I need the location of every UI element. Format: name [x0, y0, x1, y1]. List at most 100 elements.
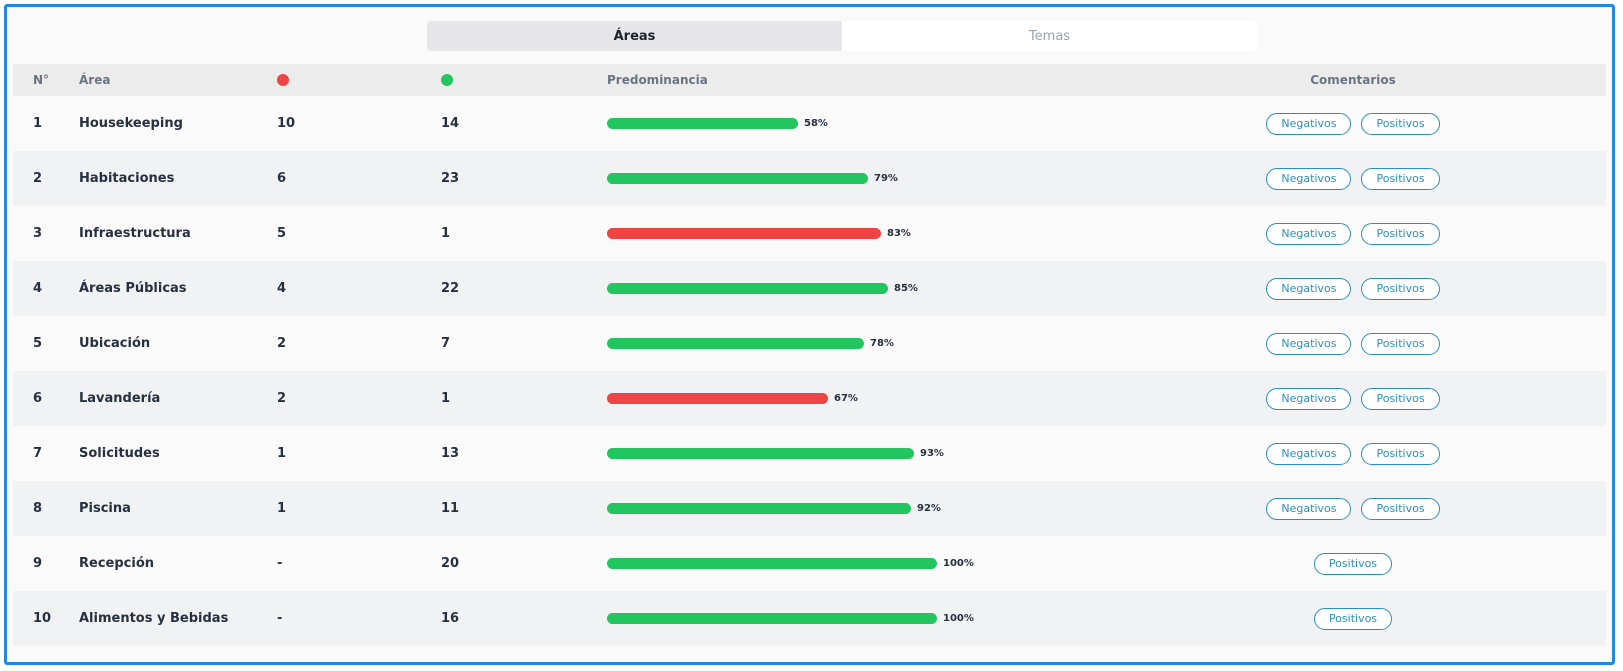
row-area: Habitaciones	[79, 171, 175, 186]
row-predominance: 100%	[607, 536, 1167, 591]
predominance-bar	[607, 173, 868, 184]
row-predominance: 100%	[607, 591, 1167, 646]
areas-table: N° Área Predominancia Comentarios 1 House…	[13, 64, 1606, 646]
predominance-percent: 78%	[870, 338, 894, 349]
row-comments: Negativos Positivos	[1193, 426, 1513, 481]
negative-comments-button[interactable]: Negativos	[1266, 277, 1352, 300]
tab-areas[interactable]: Áreas	[427, 21, 842, 51]
table-row: 9 Recepción - 20 100% Positivos	[13, 536, 1606, 591]
row-positive-count: 16	[441, 611, 460, 626]
row-comments: Negativos Positivos	[1193, 316, 1513, 371]
positive-comments-button[interactable]: Positivos	[1361, 387, 1440, 410]
row-comments: Negativos Positivos	[1193, 481, 1513, 536]
row-number: 1	[33, 116, 43, 131]
tab-temas[interactable]: Temas	[842, 21, 1257, 51]
negative-comments-button[interactable]: Negativos	[1266, 222, 1352, 245]
row-comments: Negativos Positivos	[1193, 151, 1513, 206]
table-row: 1 Housekeeping 10 14 58% Negativos Positivos	[13, 96, 1606, 151]
predominance-percent: 100%	[943, 613, 974, 624]
predominance-bar	[607, 338, 864, 349]
header-num: N°	[33, 73, 50, 87]
table-row: 8 Piscina 1 11 92% Negativos Positivos	[13, 481, 1606, 536]
negative-comments-button[interactable]: Negativos	[1266, 167, 1352, 190]
positive-comments-button[interactable]: Positivos	[1313, 607, 1393, 630]
row-comments: Negativos Positivos	[1193, 96, 1513, 151]
row-area: Áreas Públicas	[79, 281, 187, 296]
row-positive-count: 13	[441, 446, 460, 461]
predominance-bar	[607, 503, 911, 514]
row-negative-count: 2	[277, 336, 287, 351]
row-predominance: 85%	[607, 261, 1167, 316]
row-number: 8	[33, 501, 43, 516]
predominance-percent: 83%	[887, 228, 911, 239]
row-positive-count: 22	[441, 281, 460, 296]
predominance-percent: 85%	[894, 283, 918, 294]
row-predominance: 83%	[607, 206, 1167, 261]
row-comments: Negativos Positivos	[1193, 206, 1513, 261]
positive-comments-button[interactable]: Positivos	[1313, 552, 1393, 575]
table-row: 3 Infraestructura 5 1 83% Negativos Positivos	[13, 206, 1606, 261]
predominance-bar	[607, 613, 937, 624]
predominance-bar	[607, 448, 914, 459]
predominance-percent: 67%	[834, 393, 858, 404]
positive-comments-button[interactable]: Positivos	[1361, 277, 1440, 300]
header-predominance: Predominancia	[607, 73, 708, 87]
header-negative	[277, 64, 377, 96]
row-area: Recepción	[79, 556, 155, 571]
negative-comments-button[interactable]: Negativos	[1266, 112, 1352, 135]
table-row: 5 Ubicación 2 7 78% Negativos Positivos	[13, 316, 1606, 371]
row-positive-count: 20	[441, 556, 460, 571]
row-number: 6	[33, 391, 43, 406]
negative-comments-button[interactable]: Negativos	[1266, 497, 1352, 520]
row-number: 2	[33, 171, 43, 186]
row-negative-count: -	[277, 611, 283, 626]
header-area: Área	[79, 73, 111, 87]
predominance-bar	[607, 118, 798, 129]
row-number: 9	[33, 556, 43, 571]
predominance-percent: 79%	[874, 173, 898, 184]
positive-comments-button[interactable]: Positivos	[1361, 222, 1440, 245]
negative-comments-button[interactable]: Negativos	[1266, 387, 1352, 410]
row-positive-count: 7	[441, 336, 451, 351]
tab-bar: Áreas Temas	[427, 21, 1257, 51]
row-negative-count: 1	[277, 501, 287, 516]
row-area: Housekeeping	[79, 116, 183, 131]
row-positive-count: 11	[441, 501, 460, 516]
positive-comments-button[interactable]: Positivos	[1361, 332, 1440, 355]
predominance-percent: 92%	[917, 503, 941, 514]
table-header: N° Área Predominancia Comentarios	[13, 64, 1606, 96]
positive-comments-button[interactable]: Positivos	[1361, 497, 1440, 520]
panel-frame: Áreas Temas N° Área Predominancia Coment…	[4, 4, 1615, 665]
table-row: 6 Lavandería 2 1 67% Negativos Positivos	[13, 371, 1606, 426]
table-body: 1 Housekeeping 10 14 58% Negativos Positivos 2 H…	[13, 96, 1606, 646]
row-negative-count: 4	[277, 281, 287, 296]
row-positive-count: 1	[441, 226, 451, 241]
positive-comments-button[interactable]: Positivos	[1361, 442, 1440, 465]
positive-comments-button[interactable]: Positivos	[1361, 167, 1440, 190]
row-number: 4	[33, 281, 43, 296]
row-number: 7	[33, 446, 43, 461]
row-negative-count: 1	[277, 446, 287, 461]
row-negative-count: 10	[277, 116, 296, 131]
row-negative-count: 2	[277, 391, 287, 406]
row-predominance: 67%	[607, 371, 1167, 426]
predominance-bar	[607, 228, 881, 239]
negative-comments-button[interactable]: Negativos	[1266, 332, 1352, 355]
row-predominance: 92%	[607, 481, 1167, 536]
row-negative-count: -	[277, 556, 283, 571]
negative-comments-button[interactable]: Negativos	[1266, 442, 1352, 465]
row-area: Ubicación	[79, 336, 151, 351]
row-area: Solicitudes	[79, 446, 160, 461]
row-number: 5	[33, 336, 43, 351]
predominance-percent: 100%	[943, 558, 974, 569]
row-comments: Positivos	[1193, 591, 1513, 646]
row-area: Piscina	[79, 501, 131, 516]
negative-dot-icon	[277, 74, 289, 86]
table-row: 2 Habitaciones 6 23 79% Negativos Positivos	[13, 151, 1606, 206]
row-area: Lavandería	[79, 391, 161, 406]
positive-comments-button[interactable]: Positivos	[1361, 112, 1440, 135]
row-comments: Positivos	[1193, 536, 1513, 591]
table-row: 10 Alimentos y Bebidas - 16 100% Positivos	[13, 591, 1606, 646]
predominance-bar	[607, 283, 888, 294]
row-negative-count: 6	[277, 171, 287, 186]
